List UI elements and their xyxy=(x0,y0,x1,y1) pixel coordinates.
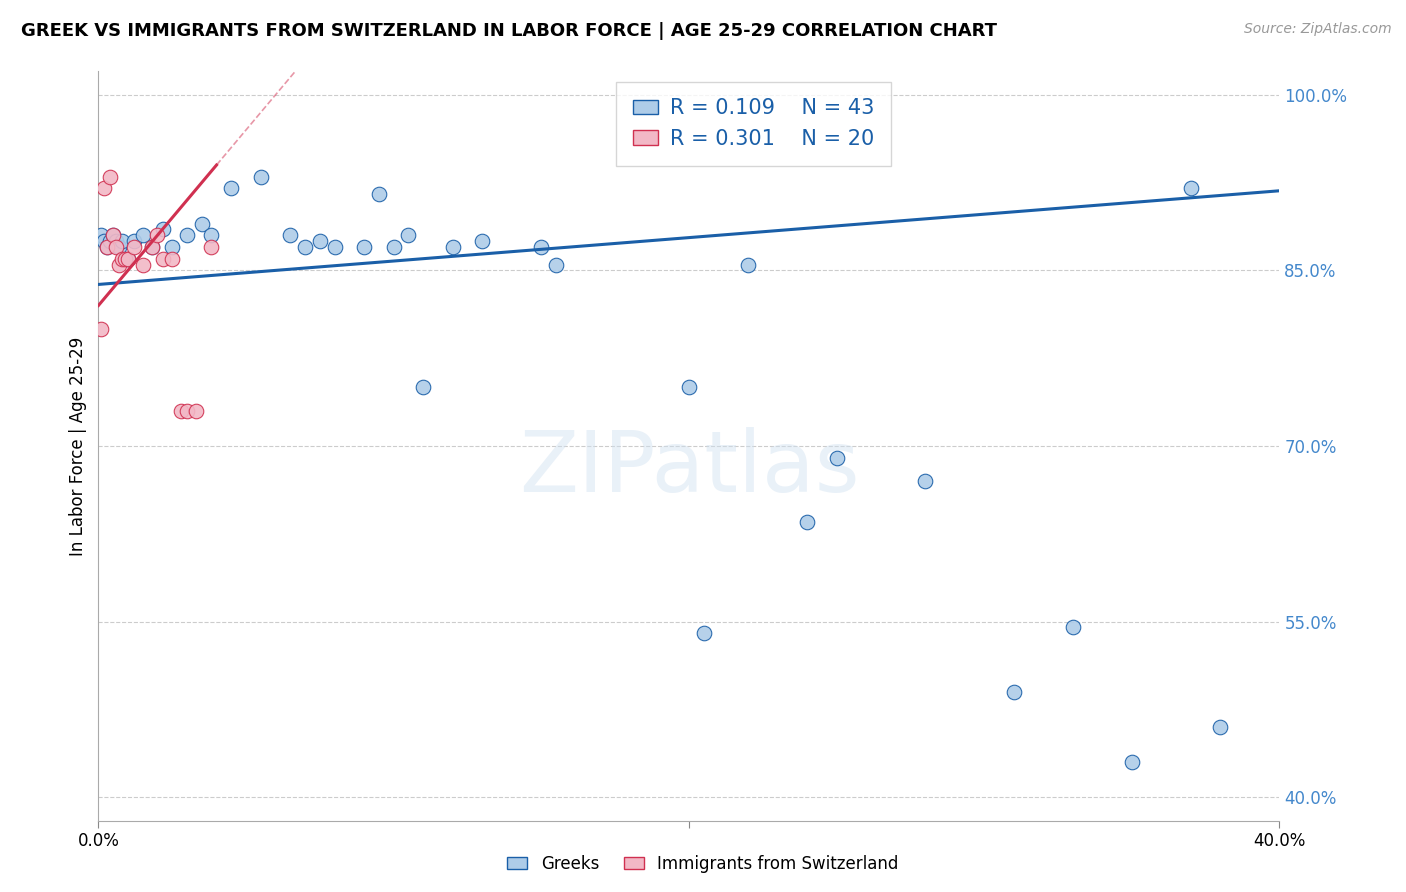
Point xyxy=(170,404,193,418)
Point xyxy=(108,258,131,272)
Point xyxy=(103,228,125,243)
Point xyxy=(176,404,198,418)
Point xyxy=(103,228,125,243)
Point xyxy=(398,228,420,243)
Point xyxy=(1121,755,1143,769)
Point xyxy=(98,169,121,184)
Point xyxy=(693,626,716,640)
Point xyxy=(162,240,183,254)
Point xyxy=(111,234,134,248)
Point xyxy=(737,258,759,272)
Point xyxy=(441,240,464,254)
Point xyxy=(200,228,222,243)
Legend: R = 0.109    N = 43, R = 0.301    N = 20: R = 0.109 N = 43, R = 0.301 N = 20 xyxy=(616,82,891,166)
Point xyxy=(250,169,273,184)
Point xyxy=(93,181,115,195)
Point xyxy=(117,252,139,266)
Point xyxy=(122,240,145,254)
Point xyxy=(914,474,936,488)
Point xyxy=(1062,620,1084,634)
Point xyxy=(93,234,115,248)
Point xyxy=(132,258,155,272)
Point xyxy=(90,228,112,243)
Point xyxy=(294,240,316,254)
Point xyxy=(111,252,134,266)
Point xyxy=(105,234,128,248)
Point xyxy=(117,252,139,266)
Text: ZIPatlas: ZIPatlas xyxy=(519,427,859,510)
Point xyxy=(280,228,302,243)
Point xyxy=(796,515,818,529)
Point xyxy=(176,228,198,243)
Point xyxy=(96,240,118,254)
Point xyxy=(221,181,243,195)
Point xyxy=(309,234,332,248)
Point xyxy=(1180,181,1202,195)
Point xyxy=(353,240,375,254)
Point xyxy=(678,380,700,394)
Point xyxy=(1002,685,1025,699)
Point xyxy=(382,240,405,254)
Point xyxy=(825,450,848,465)
Point xyxy=(105,240,128,254)
Point xyxy=(152,222,174,236)
Point xyxy=(146,228,169,243)
Point xyxy=(141,240,163,254)
Text: GREEK VS IMMIGRANTS FROM SWITZERLAND IN LABOR FORCE | AGE 25-29 CORRELATION CHAR: GREEK VS IMMIGRANTS FROM SWITZERLAND IN … xyxy=(21,22,997,40)
Point xyxy=(368,187,391,202)
Point xyxy=(152,252,174,266)
Point xyxy=(412,380,434,394)
Point xyxy=(184,404,207,418)
Legend: Greeks, Immigrants from Switzerland: Greeks, Immigrants from Switzerland xyxy=(501,848,905,880)
Point xyxy=(122,234,145,248)
Point xyxy=(471,234,494,248)
Point xyxy=(546,258,568,272)
Point xyxy=(200,240,222,254)
Point xyxy=(96,240,118,254)
Point xyxy=(141,240,163,254)
Point xyxy=(323,240,346,254)
Point xyxy=(530,240,553,254)
Point xyxy=(132,228,155,243)
Point xyxy=(108,240,131,254)
Y-axis label: In Labor Force | Age 25-29: In Labor Force | Age 25-29 xyxy=(69,336,87,556)
Point xyxy=(90,322,112,336)
Point xyxy=(98,234,121,248)
Text: Source: ZipAtlas.com: Source: ZipAtlas.com xyxy=(1244,22,1392,37)
Point xyxy=(191,217,214,231)
Point xyxy=(162,252,183,266)
Point xyxy=(114,252,136,266)
Point xyxy=(1209,720,1232,734)
